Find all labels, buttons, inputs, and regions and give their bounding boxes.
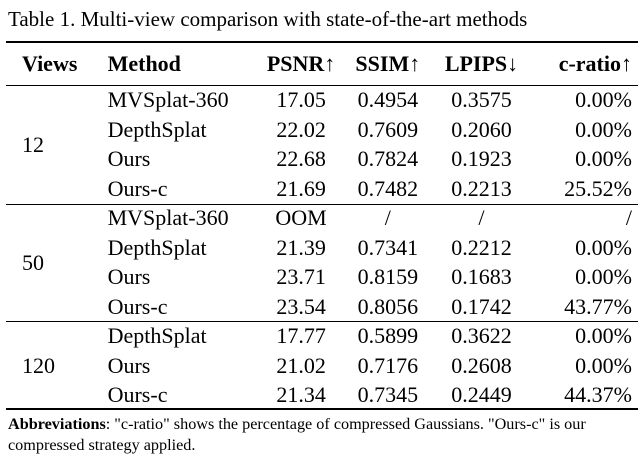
method-cell: DepthSplat — [107, 323, 207, 349]
results-table: Views Method PSNR↑ SSIM↑ LPIPS↓ c-ratio↑… — [6, 41, 638, 410]
footnote-label: Abbreviations — [8, 415, 106, 433]
table-row: Ours-c 21.69 0.7482 0.2213 25.52% — [6, 174, 638, 204]
lpips-cell: 0.2449 — [451, 382, 512, 408]
table-body: 12 MVSplat-360 17.05 0.4954 0.3575 0.00% Depth… — [6, 85, 638, 410]
psnr-cell: 21.02 — [276, 352, 326, 378]
method-cell: Ours — [107, 146, 151, 172]
ssim-cell: 0.7176 — [357, 352, 419, 378]
psnr-cell: 17.77 — [276, 323, 326, 349]
table-row: Ours 23.71 0.8159 0.1683 0.00% — [6, 262, 638, 292]
table-caption: Table 1. Multi-view comparison with stat… — [8, 7, 528, 31]
header-row: Views Method PSNR↑ SSIM↑ LPIPS↓ c-ratio↑ — [6, 41, 638, 85]
method-cell: DepthSplat — [107, 116, 207, 142]
cratio-cell: 0.00% — [575, 87, 632, 113]
method-cell: Ours — [107, 264, 151, 290]
method-cell: Ours-c — [107, 175, 168, 201]
psnr-cell: 17.05 — [276, 87, 326, 113]
cratio-cell: 0.00% — [575, 234, 632, 260]
header-ssim: SSIM↑ — [355, 50, 421, 76]
cratio-cell: 0.00% — [575, 352, 632, 378]
header-lpips: LPIPS↓ — [444, 50, 519, 76]
header-views: Views — [22, 50, 78, 76]
psnr-cell: 22.68 — [276, 146, 326, 172]
method-cell: DepthSplat — [107, 234, 207, 260]
ssim-cell: 0.4954 — [357, 87, 419, 113]
top-rule — [6, 41, 638, 43]
ssim-cell: 0.7341 — [357, 234, 419, 260]
psnr-cell: 21.69 — [276, 175, 326, 201]
group-rule-2 — [6, 321, 638, 322]
lpips-cell: 0.2608 — [451, 352, 512, 378]
views-cell: 50 — [22, 249, 44, 275]
method-cell: Ours-c — [107, 382, 168, 408]
views-cell: 120 — [22, 352, 55, 378]
lpips-cell: 0.2213 — [451, 175, 512, 201]
method-cell: Ours — [107, 352, 151, 378]
header-method: Method — [107, 50, 181, 76]
ssim-cell: 0.8159 — [357, 264, 419, 290]
ssim-cell: / — [384, 205, 391, 231]
psnr-cell: 23.54 — [276, 293, 326, 319]
cratio-cell: / — [625, 205, 632, 231]
cratio-cell: 0.00% — [575, 146, 632, 172]
table-row: 120 DepthSplat 17.77 0.5899 0.3622 0.00% — [6, 321, 638, 378]
cratio-cell: 0.00% — [575, 323, 632, 349]
method-cell: Ours-c — [107, 293, 168, 319]
footnote: Abbreviations: "c-ratio" shows the perce… — [8, 414, 638, 456]
lpips-cell: 0.2212 — [451, 234, 512, 260]
lpips-cell: 0.1742 — [451, 293, 512, 319]
table-row: Ours 22.68 0.7824 0.1923 0.00% — [6, 144, 638, 174]
lpips-cell: 0.2060 — [451, 116, 512, 142]
psnr-cell: 23.71 — [276, 264, 326, 290]
table-row: DepthSplat 22.02 0.7609 0.2060 0.00% — [6, 115, 638, 145]
lpips-cell: / — [478, 205, 485, 231]
cratio-cell: 0.00% — [575, 264, 632, 290]
cratio-cell: 44.37% — [564, 382, 632, 408]
psnr-cell: 21.39 — [276, 234, 326, 260]
method-cell: MVSplat-360 — [107, 205, 229, 231]
lpips-cell: 0.3575 — [451, 87, 512, 113]
header-cratio: c-ratio↑ — [558, 50, 632, 76]
ssim-cell: 0.7482 — [357, 175, 419, 201]
footnote-text: : "c-ratio" shows the percentage of comp… — [8, 415, 586, 454]
psnr-cell: 22.02 — [276, 116, 326, 142]
ssim-cell: 0.5899 — [357, 323, 419, 349]
table-row: DepthSplat 21.39 0.7341 0.2212 0.00% — [6, 233, 638, 263]
group-rule-1 — [6, 204, 638, 205]
table-row: 12 MVSplat-360 17.05 0.4954 0.3575 0.00% — [6, 85, 638, 156]
views-cell: 12 — [22, 131, 44, 157]
lpips-cell: 0.3622 — [451, 323, 512, 349]
bottom-rule — [6, 408, 638, 410]
ssim-cell: 0.7609 — [357, 116, 419, 142]
cratio-cell: 43.77% — [564, 293, 632, 319]
ssim-cell: 0.8056 — [357, 293, 419, 319]
table-row: Ours 21.02 0.7176 0.2608 0.00% — [6, 351, 638, 381]
method-cell: MVSplat-360 — [107, 87, 229, 113]
table-row: 50 MVSplat-360 OOM / / / — [6, 203, 638, 274]
psnr-cell: OOM — [275, 205, 327, 231]
cratio-cell: 0.00% — [575, 116, 632, 142]
lpips-cell: 0.1683 — [451, 264, 512, 290]
table-row: Ours-c 23.54 0.8056 0.1742 43.77% — [6, 292, 638, 322]
header-psnr: PSNR↑ — [266, 50, 336, 76]
table-row: Ours-c 21.34 0.7345 0.2449 44.37% — [6, 380, 638, 410]
ssim-cell: 0.7345 — [357, 382, 419, 408]
lpips-cell: 0.1923 — [451, 146, 512, 172]
psnr-cell: 21.34 — [276, 382, 326, 408]
header-rule — [6, 85, 638, 86]
ssim-cell: 0.7824 — [357, 146, 419, 172]
cratio-cell: 25.52% — [564, 175, 632, 201]
